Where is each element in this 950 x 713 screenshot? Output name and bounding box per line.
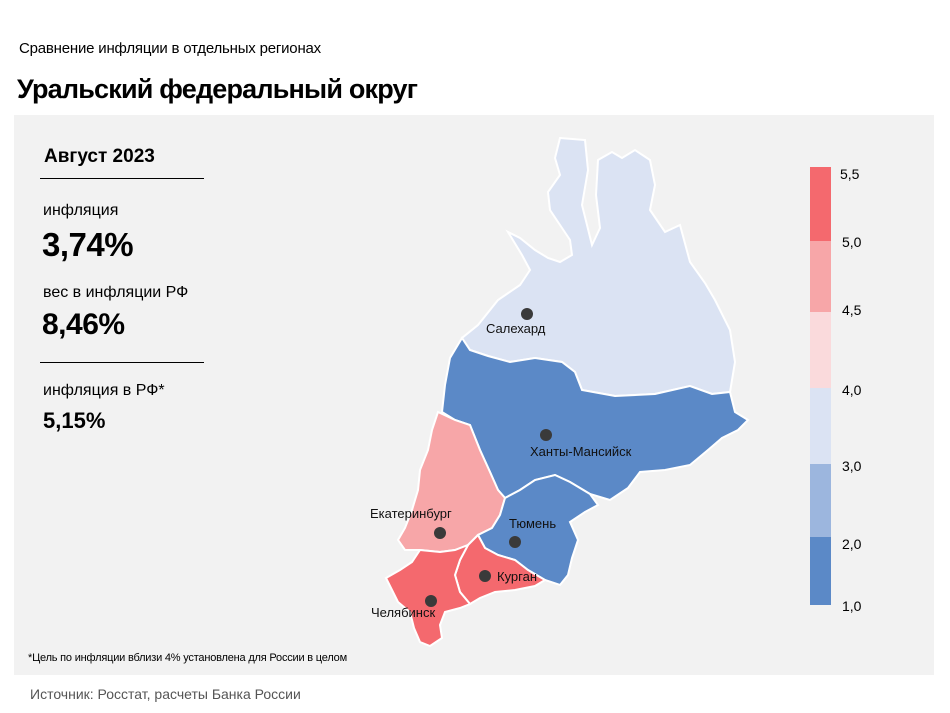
weight-label: вес в инфляции РФ xyxy=(43,284,189,301)
legend-band-2-0-3-0 xyxy=(810,464,831,537)
city-label-chelyabinsk: Челябинск xyxy=(371,605,435,620)
footnote: *Цель по инфляции вблизи 4% установлена … xyxy=(28,652,347,664)
weight-value: 8,46% xyxy=(42,308,125,341)
divider-top xyxy=(40,178,204,179)
legend-band-4-0-4-5 xyxy=(810,312,831,388)
city-label-khanty-mansiysk: Ханты-Мансийск xyxy=(530,444,632,459)
legend-tick: 2,0 xyxy=(842,536,862,552)
legend-band-3-0-4-0 xyxy=(810,388,831,464)
divider-bottom xyxy=(40,362,204,363)
chart-subtitle: Сравнение инфляции в отдельных регионах xyxy=(19,40,321,57)
city-label-yekaterinburg: Екатеринбург xyxy=(370,506,452,521)
city-marker-chelyabinsk xyxy=(425,595,437,607)
city-marker-tyumen xyxy=(509,536,521,548)
source-note: Источник: Росстат, расчеты Банка России xyxy=(30,686,301,702)
inflation-value: 3,74% xyxy=(42,226,134,263)
legend-tick: 5,0 xyxy=(842,234,862,250)
legend-tick: 1,0 xyxy=(842,598,862,614)
legend-tick: 4,0 xyxy=(842,382,862,398)
chart-title: Уральский федеральный округ xyxy=(17,74,418,104)
legend-color-bar xyxy=(810,167,831,605)
region-chelyabinsk xyxy=(384,543,472,648)
city-marker-salekhard xyxy=(521,308,533,320)
inflation-label: инфляция xyxy=(43,202,119,219)
city-label-salekhard: Салехард xyxy=(486,321,546,336)
city-label-tyumen: Тюмень xyxy=(509,516,556,531)
legend-band-1-0-2-0 xyxy=(810,537,831,605)
city-marker-yekaterinburg xyxy=(434,527,446,539)
region-yamal xyxy=(460,136,737,398)
legend-tick: 4,5 xyxy=(842,302,862,318)
legend-band-5-0-5-5 xyxy=(810,167,831,241)
period-label: Август 2023 xyxy=(44,146,155,167)
rf-inflation-value: 5,15% xyxy=(43,408,106,433)
city-marker-khanty-mansiysk xyxy=(540,429,552,441)
city-marker-kurgan xyxy=(479,570,491,582)
legend-tick: 3,0 xyxy=(842,458,862,474)
legend-tick: 5,5 xyxy=(840,166,860,182)
city-label-kurgan: Курган xyxy=(497,569,537,584)
rf-inflation-label: инфляция в РФ* xyxy=(43,382,165,399)
legend-band-4-5-5-0 xyxy=(810,241,831,312)
